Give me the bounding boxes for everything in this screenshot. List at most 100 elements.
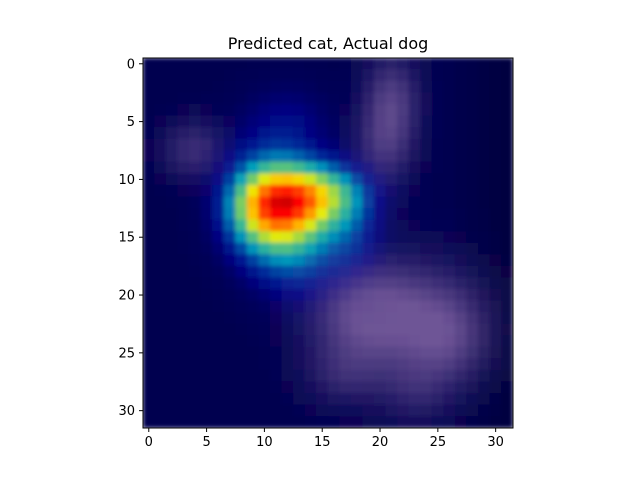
plot-area (143, 58, 513, 428)
heatmap-cell (154, 404, 167, 417)
heatmap-cell (501, 92, 513, 105)
heatmap-cell (246, 92, 259, 105)
heatmap-cell (235, 312, 248, 325)
heatmap-cell (304, 277, 317, 290)
heatmap-cell (246, 69, 259, 82)
heatmap-cell (373, 58, 387, 70)
heatmap-cell (454, 173, 468, 186)
y-tick-label: 30 (118, 404, 135, 419)
heatmap-cell (327, 150, 340, 163)
heatmap-cell (223, 161, 236, 174)
heatmap-cell (420, 196, 433, 209)
heatmap-cell (431, 138, 444, 151)
heatmap-cell (327, 393, 340, 406)
heatmap-cell (362, 323, 375, 336)
heatmap-cell (466, 254, 479, 267)
heatmap-cell (454, 358, 468, 371)
heatmap-cell (212, 231, 225, 244)
heatmap-cell (350, 381, 363, 394)
heatmap-cell (350, 369, 363, 383)
heatmap-cell (466, 138, 479, 151)
heatmap-cell (489, 127, 502, 140)
heatmap-cell (408, 335, 421, 348)
heatmap-cell (143, 231, 155, 244)
heatmap-cell (281, 358, 294, 371)
heatmap-cell (188, 369, 202, 383)
heatmap-cell (397, 103, 410, 117)
heatmap-cell (177, 208, 190, 221)
heatmap-cell (188, 254, 202, 267)
heatmap-cell (408, 265, 421, 278)
heatmap-cell (408, 161, 421, 174)
heatmap-cell (350, 184, 363, 198)
heatmap-cell (454, 103, 468, 117)
heatmap-cell (188, 196, 202, 209)
heatmap-cell (188, 358, 202, 371)
heatmap-cell (443, 265, 456, 278)
heatmap-cell (293, 219, 306, 232)
heatmap-cell (478, 242, 491, 255)
heatmap-cell (443, 115, 456, 128)
heatmap-cell (258, 358, 271, 371)
heatmap-cell (316, 208, 329, 221)
heatmap-cell (200, 150, 213, 163)
heatmap-cell (466, 393, 479, 406)
heatmap-cell (316, 369, 329, 383)
heatmap-cell (200, 416, 213, 428)
heatmap-cell (350, 335, 363, 348)
heatmap-cell (269, 208, 283, 221)
heatmap-cell (420, 69, 433, 82)
heatmap-cell (397, 312, 410, 325)
chart-title: Predicted cat, Actual dog (228, 34, 429, 53)
heatmap-cell (339, 173, 352, 186)
heatmap-cell (212, 115, 225, 128)
heatmap-cell (246, 196, 259, 209)
heatmap-cell (466, 300, 479, 313)
heatmap-cell (281, 150, 294, 163)
heatmap-cell (143, 254, 155, 267)
heatmap-cell (281, 346, 294, 359)
heatmap-cell (397, 277, 410, 290)
heatmap-cell (454, 92, 468, 105)
heatmap-cell (154, 150, 167, 163)
heatmap-cell (165, 381, 178, 394)
heatmap-cell (327, 138, 340, 151)
heatmap-cell (478, 323, 491, 336)
heatmap-cell (339, 196, 352, 209)
heatmap-cell (478, 265, 491, 278)
heatmap-cell (466, 358, 479, 371)
heatmap-cell (177, 138, 190, 151)
heatmap-cell (478, 92, 491, 105)
heatmap-cell (293, 69, 306, 82)
heatmap-cell (165, 312, 178, 325)
heatmap-cell (339, 404, 352, 417)
heatmap-cell (501, 58, 513, 70)
heatmap-cell (373, 231, 387, 244)
heatmap-cell (350, 161, 363, 174)
heatmap-cell (165, 127, 178, 140)
heatmap-cell (327, 127, 340, 140)
heatmap-cell (177, 161, 190, 174)
heatmap-cell (235, 416, 248, 428)
heatmap-cell (154, 92, 167, 105)
heatmap-cell (420, 138, 433, 151)
heatmap-cell (177, 416, 190, 428)
heatmap-cell (212, 103, 225, 117)
heatmap-cell (188, 150, 202, 163)
heatmap-cell (235, 115, 248, 128)
heatmap-cell (373, 196, 387, 209)
heatmap-cell (397, 58, 410, 70)
heatmap-cell (339, 369, 352, 383)
heatmap-cell (339, 184, 352, 198)
heatmap-cell (223, 254, 236, 267)
heatmap-cell (362, 335, 375, 348)
heatmap-cell (501, 300, 513, 313)
heatmap-cell (362, 219, 375, 232)
heatmap-cell (258, 196, 271, 209)
heatmap-cell (420, 231, 433, 244)
heatmap-cell (431, 69, 444, 82)
heatmap-cell (143, 242, 155, 255)
heatmap-cell (373, 80, 387, 93)
heatmap-cell (327, 231, 340, 244)
heatmap-cell (443, 208, 456, 221)
